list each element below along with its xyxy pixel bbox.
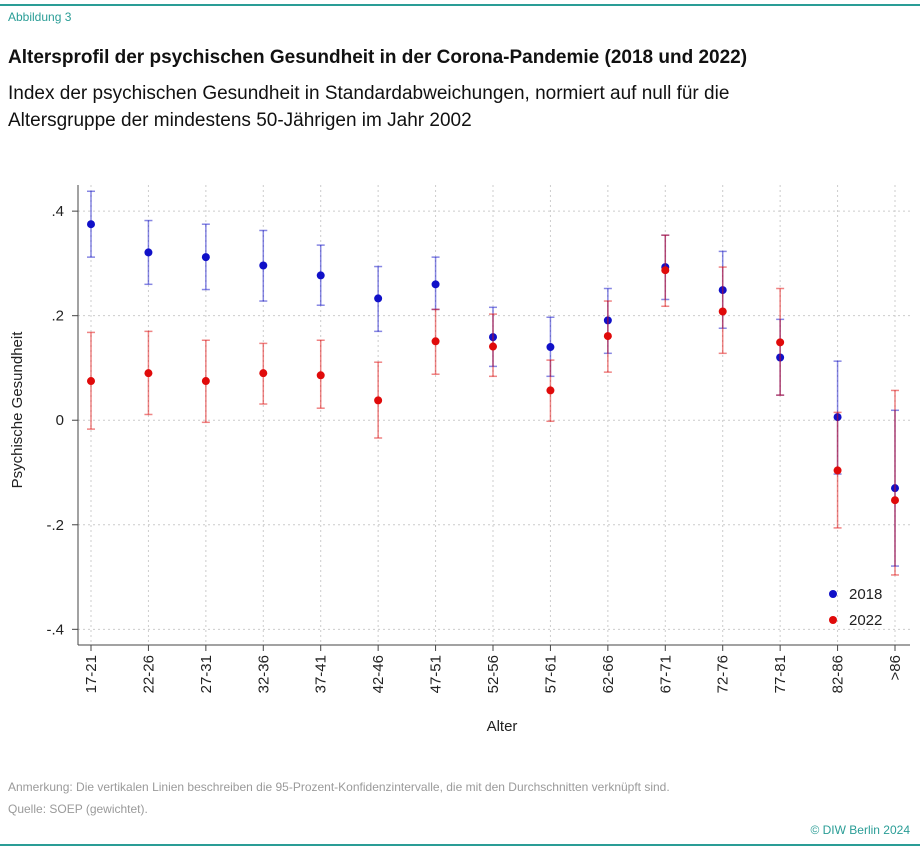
point	[718, 307, 727, 316]
x-tick-label: 47-51	[428, 655, 445, 693]
point	[431, 337, 440, 346]
point	[661, 266, 670, 275]
x-tick-label: >86	[887, 655, 904, 680]
point	[144, 369, 153, 378]
point	[776, 338, 785, 347]
point	[431, 280, 440, 289]
legend-label: 2018	[849, 586, 882, 603]
x-tick-label: 67-71	[657, 655, 674, 693]
x-tick-label: 52-56	[485, 655, 502, 693]
note: Anmerkung: Die vertikalen Linien beschre…	[8, 780, 670, 794]
point	[316, 271, 325, 280]
x-tick-label: 17-21	[83, 655, 100, 693]
x-tick-label: 82-86	[830, 655, 847, 693]
point	[87, 377, 95, 386]
x-tick-label: 62-66	[600, 655, 617, 693]
top-rule	[0, 4, 920, 6]
chart: -.4 -.2 0 .2 .4 17-21 22-26 27-31 32-36 37-41 42-4…	[9, 185, 910, 735]
figure-label: Abbildung 3	[8, 10, 72, 24]
legend-marker	[829, 616, 837, 624]
legend-marker	[829, 590, 837, 598]
point	[87, 220, 95, 229]
x-tick-label: 22-26	[140, 655, 157, 693]
point	[316, 371, 325, 380]
x-tick-label: 77-81	[772, 655, 789, 693]
bottom-rule	[0, 844, 920, 846]
point	[201, 377, 210, 386]
point	[546, 386, 555, 395]
source: Quelle: SOEP (gewichtet).	[8, 802, 148, 816]
y-axis-label: Psychische Gesundheit	[9, 331, 26, 489]
x-tick-label: 27-31	[198, 655, 215, 693]
point	[833, 466, 842, 475]
point	[201, 253, 210, 262]
point	[603, 332, 612, 341]
legend-label: 2022	[849, 612, 882, 629]
point	[144, 248, 153, 257]
point	[489, 342, 497, 351]
point	[259, 261, 268, 270]
x-axis-label: Alter	[487, 718, 518, 735]
y-tick-label: .2	[51, 308, 64, 325]
y-tick-label: -.2	[46, 517, 64, 534]
y-tick-label: -.4	[46, 621, 64, 638]
point	[891, 496, 899, 505]
y-tick-label: 0	[56, 412, 64, 429]
x-tick-label: 57-61	[542, 655, 559, 693]
chart-subtitle: Index der psychischen Gesundheit in Stan…	[8, 83, 730, 131]
point	[546, 343, 555, 352]
x-tick-label: 32-36	[255, 655, 272, 693]
x-tick-label: 37-41	[313, 655, 330, 693]
point	[374, 294, 383, 303]
copyright: © DIW Berlin 2024	[810, 823, 910, 837]
point	[374, 396, 383, 405]
x-tick-label: 42-46	[370, 655, 387, 693]
y-tick-label: .4	[51, 203, 64, 220]
point	[259, 369, 268, 378]
chart-title: Altersprofil der psychischen Gesundheit …	[8, 47, 748, 68]
x-tick-label: 72-76	[715, 655, 732, 693]
